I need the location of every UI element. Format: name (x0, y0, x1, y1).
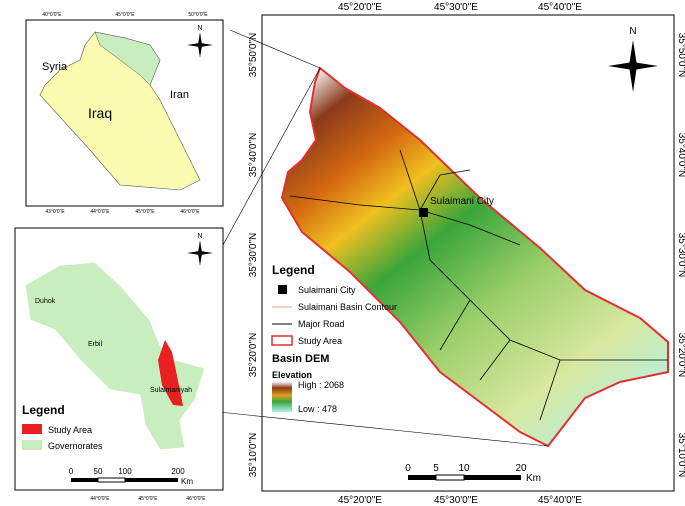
tick: 35°20'0"N (676, 333, 685, 378)
dem-title: Basin DEM (272, 353, 329, 365)
scale-unit: Km (526, 473, 541, 484)
north-arrow: N (608, 26, 658, 92)
legend-item: Major Road (298, 319, 345, 329)
gov-label: Erbil (88, 341, 102, 348)
tick: 46°0'0"E (186, 496, 206, 502)
tick: 35°10'0"N (676, 433, 685, 478)
study-area (158, 340, 183, 406)
scale-label: 200 (171, 467, 185, 476)
north-label: N (629, 26, 636, 37)
tick: 45°20'0"E (338, 2, 382, 13)
scale-unit: Km (181, 477, 193, 486)
main-legend: Legend Sulaimani City Sulaimani Basin Co… (271, 263, 397, 414)
scale-label: 0 (405, 463, 411, 474)
legend-low: Low : 478 (298, 404, 337, 414)
legend-item: Governorates (48, 441, 103, 451)
tick: 35°30'0"N (676, 233, 685, 278)
country-label: Iran (170, 89, 189, 101)
scale-label: 100 (118, 467, 132, 476)
scale-label: 20 (515, 463, 527, 474)
tick: 44°0'0"E (90, 209, 110, 215)
legend-title: Legend (272, 263, 315, 277)
north-label: N (197, 25, 202, 32)
legend-high: High : 2068 (298, 380, 344, 390)
governorates (24, 261, 206, 451)
tick: 35°10'0"N (248, 433, 259, 478)
tick: 45°30'0"E (434, 495, 478, 506)
country-label: Iraq (88, 105, 112, 121)
tick: 35°20'0"N (248, 333, 259, 378)
tick: 35°50'0"N (248, 33, 259, 78)
tick: 35°40'0"N (676, 133, 685, 178)
gov-label: Sulaimaniyah (150, 387, 192, 394)
tick: 45°30'0"E (434, 2, 478, 13)
tick: 45°20'0"E (338, 495, 382, 506)
tick: 35°30'0"N (248, 233, 259, 278)
tick: 40°0'0"E (42, 12, 62, 18)
elevation-label: Elevation (272, 370, 312, 380)
legend-item: Sulaimani City (298, 285, 356, 295)
main-ticks: 45°20'0"E 45°30'0"E 45°40'0"E 45°20'0"E … (248, 2, 685, 506)
scale-label: 10 (458, 463, 470, 474)
tick: 45°0'0"E (115, 12, 135, 18)
tick: 45°0'0"E (135, 209, 155, 215)
city-marker (419, 208, 428, 217)
tick: 45°40'0"E (538, 2, 582, 13)
tick: 45°40'0"E (538, 495, 582, 506)
tick: 44°0'0"E (90, 496, 110, 502)
tick: 46°0'0"E (180, 209, 200, 215)
legend-item: Sulaimani Basin Contour (298, 302, 397, 312)
legend-title: Legend (22, 403, 65, 417)
main-scale: 0 5 10 20 Km (405, 463, 541, 484)
tick: 50°0'0"E (188, 12, 208, 18)
scale-label: 5 (433, 463, 439, 474)
tick: 35°50'0"N (676, 33, 685, 78)
city-label: Sulaimani City (430, 196, 494, 207)
north-label: N (197, 233, 202, 240)
tick: 43°0'0"E (45, 209, 65, 215)
gov-label: Duhok (35, 298, 56, 305)
legend-item: Study Area (298, 336, 342, 346)
scale-label: 50 (94, 467, 103, 476)
legend-item: Study Area (48, 425, 92, 435)
country-label: Syria (42, 61, 68, 73)
tick: 45°0'0"E (138, 496, 158, 502)
scale-label: 0 (69, 467, 74, 476)
tick: 35°40'0"N (248, 133, 259, 178)
